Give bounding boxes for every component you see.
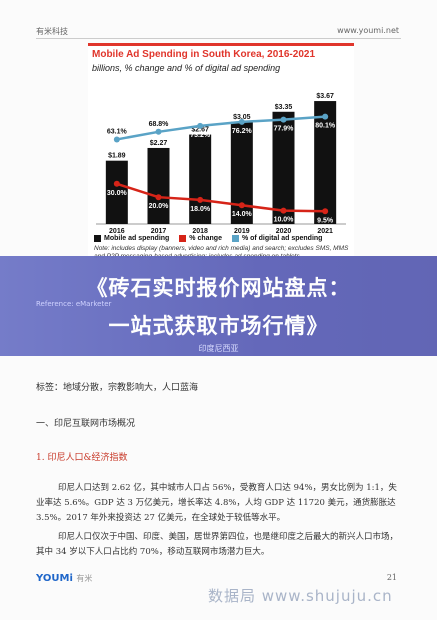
- pct-change-label-2019: 14.0%: [232, 211, 253, 218]
- legend-label-spending: Mobile ad spending: [104, 235, 170, 242]
- pct-change-label-2018: 18.0%: [190, 206, 211, 213]
- bar-label-2018: $2.67: [191, 127, 209, 134]
- digital-share-label-2017: 68.8%: [149, 121, 170, 128]
- bar-2017: [147, 147, 170, 224]
- banner-title-line2: 一站式获取市场行情》: [108, 314, 329, 338]
- pct-change-line: [116, 182, 326, 213]
- chart-title: Mobile Ad Spending in South Korea, 2016-…: [92, 49, 316, 60]
- legend-swatch-spending: [94, 235, 101, 242]
- paragraph-1: 印尼人口达到 2.62 亿，其中城市人口占 56%，受教育人口达 94%，男女比…: [36, 483, 397, 523]
- footer-logo-cn: 有米: [76, 574, 93, 583]
- chart-figure: Mobile Ad Spending in South Korea, 2016-…: [88, 43, 354, 260]
- tick-label-2021: 2021: [317, 228, 333, 234]
- digital-share-label-2016: 63.1%: [107, 128, 128, 135]
- pct-change-point-2021: [322, 208, 329, 215]
- bar-2021: [314, 101, 337, 224]
- pct-change-point-2020: [280, 207, 287, 214]
- footer-logo: YOUMi 有米: [36, 573, 92, 584]
- digital-share-line: [116, 115, 326, 141]
- tick-label-2017: 2017: [151, 228, 167, 234]
- watermark: 数据局 www.shujuju.cn: [208, 587, 393, 605]
- footer-logo-text: YOUMi: [36, 573, 73, 584]
- bar-label-2019: $3.05: [233, 114, 251, 121]
- bar-2020: [272, 111, 295, 224]
- pct-change-point-2018: [197, 196, 204, 203]
- tick-label-2020: 2020: [276, 228, 292, 234]
- chart-plot: $1.89 2016 $2.27 2017 $2.67 2018 $3.05 2019 $3.3…: [96, 93, 346, 234]
- bar-2016: [105, 160, 128, 224]
- legend-label-change: % change: [189, 235, 222, 242]
- header-url: www.youmi.net: [337, 26, 399, 35]
- title-banner: 《砖石实时报价网站盘点： 一站式获取市场行情》: [0, 256, 437, 356]
- legend-swatch-digital: [231, 235, 239, 242]
- bar-label-2021: $3.67: [316, 93, 334, 100]
- pct-change-label-2017: 20.0%: [149, 203, 170, 210]
- digital-share-point-2016: [113, 136, 120, 143]
- legend-swatch-change: [179, 235, 187, 242]
- header-rule: [36, 38, 401, 39]
- bar-label-2017: $2.27: [150, 140, 168, 147]
- chart-legend: Mobile ad spending % change % of digital…: [94, 235, 322, 242]
- legend-label-digital: % of digital ad spending: [241, 235, 323, 242]
- pct-change-label-2021: 9.5%: [317, 217, 334, 224]
- digital-share-label-2019: 76.2%: [232, 128, 253, 135]
- digital-share-point-2019: [238, 118, 245, 125]
- header-company: 有米科技: [36, 27, 68, 36]
- tick-label-2019: 2019: [234, 228, 250, 234]
- digital-share-point-2018: [197, 122, 204, 129]
- pct-change-label-2020: 10.0%: [274, 217, 295, 224]
- section-heading: 一、印尼互联网市场概况: [36, 419, 136, 429]
- tick-label-2018: 2018: [192, 228, 208, 234]
- paragraph-2: 印尼人口仅次于中国、印度、美国，居世界第四位，也是继印度之后最大的新兴人口市场，…: [36, 532, 399, 557]
- pct-change-point-2016: [113, 180, 120, 187]
- banner-title-line1: 《砖石实时报价网站盘点：: [86, 276, 351, 300]
- sub-heading: 1. 印尼人口&经济指数: [36, 453, 128, 463]
- digital-share-label-2021: 80.1%: [315, 123, 336, 130]
- chart-subtitle: billions, % change and % of digital ad s…: [92, 63, 281, 73]
- pct-change-point-2019: [238, 202, 245, 209]
- digital-share-label-2020: 77.9%: [274, 126, 295, 133]
- bar-label-2016: $1.89: [108, 153, 126, 160]
- tags-line: 标签：地域分散，宗教影响大，人口蓝海: [36, 383, 199, 393]
- pct-change-label-2016: 30.0%: [107, 190, 128, 197]
- bar-label-2020: $3.35: [275, 104, 293, 111]
- page-number: 21: [386, 573, 397, 582]
- digital-share-label-2018: 73.2%: [190, 132, 211, 139]
- digital-share-point-2017: [155, 128, 162, 135]
- digital-share-point-2021: [322, 113, 329, 120]
- tick-label-2016: 2016: [109, 228, 125, 234]
- digital-share-point-2020: [280, 116, 287, 123]
- pct-change-point-2017: [155, 194, 162, 201]
- bar-2019: [230, 121, 253, 224]
- banner-reference: Reference: eMarketer: [36, 300, 112, 308]
- banner-subtitle: 印度尼西亚: [198, 344, 239, 353]
